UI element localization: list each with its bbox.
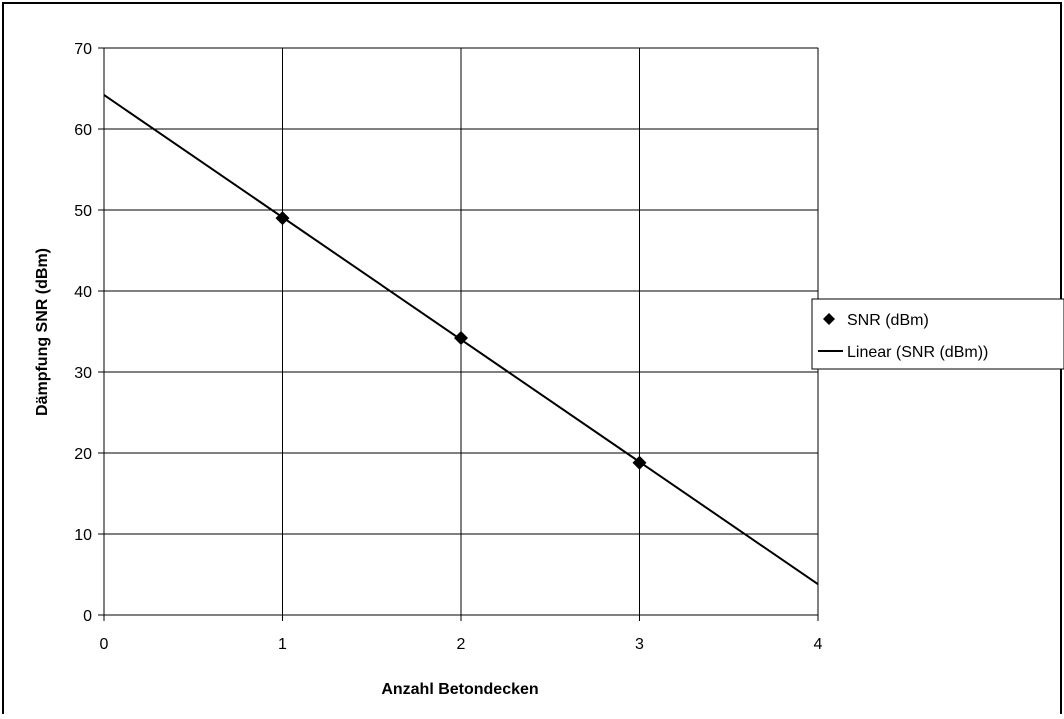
x-axis-title: Anzahl Betondecken <box>381 681 538 698</box>
y-tick-label: 40 <box>74 284 92 301</box>
y-tick-label: 0 <box>83 608 92 625</box>
legend-entry-snr: SNR (dBm) <box>847 312 929 329</box>
x-tick-label: 2 <box>457 636 466 653</box>
y-axis-title: Dämpfung SNR (dBm) <box>34 248 51 416</box>
y-tick-label: 60 <box>74 122 92 139</box>
x-tick-label: 4 <box>814 636 823 653</box>
y-tick-label: 30 <box>74 365 92 382</box>
legend: SNR (dBm) Linear (SNR (dBm)) <box>812 299 1064 369</box>
y-tick-label: 50 <box>74 203 92 220</box>
legend-entry-linear: Linear (SNR (dBm)) <box>847 344 988 361</box>
y-tick-label: 20 <box>74 446 92 463</box>
x-tick-label: 0 <box>100 636 109 653</box>
x-tick-label: 1 <box>278 636 287 653</box>
y-tick-label: 70 <box>74 41 92 58</box>
x-tick-label: 3 <box>635 636 644 653</box>
y-tick-label: 10 <box>74 527 92 544</box>
